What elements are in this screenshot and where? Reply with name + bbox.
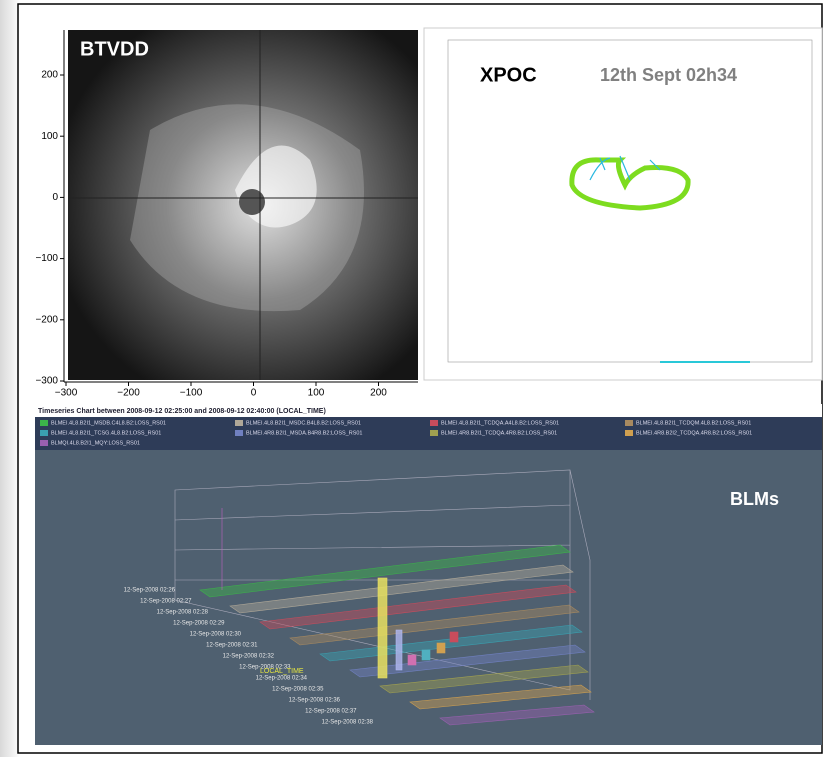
y-tick-label: −200 [35, 314, 58, 325]
beam-hole [239, 189, 265, 215]
y-tick-label: 0 [52, 192, 58, 203]
legend-swatch [235, 420, 243, 426]
time-label: 12-Sep-2008 02:36 [289, 698, 341, 704]
blm-label: BLMs [730, 489, 779, 509]
small-bar [437, 643, 445, 653]
small-bar [422, 650, 430, 660]
legend-entry: BLMEI.4L8.B2I1_TCSG.4L8.B2:LOSS_RS01 [51, 430, 161, 436]
x-tick-label: 100 [308, 388, 325, 399]
small-bar [450, 632, 458, 642]
time-label: 12-Sep-2008 02:35 [272, 687, 324, 693]
legend-entry: BLMEI.4L8.B2I1_MSDC.B4L8.B2:LOSS_RS01 [246, 420, 361, 426]
time-label: 12-Sep-2008 02:32 [223, 654, 275, 660]
legend-swatch [40, 430, 48, 436]
y-tick-label: 200 [41, 70, 58, 81]
legend-entry: BLMEI.4L8.B2I1_TCDQM.4L8.B2:LOSS_RS01 [636, 420, 751, 426]
time-label: 12-Sep-2008 02:30 [190, 632, 242, 638]
blm-title: Timeseries Chart between 2008-09-12 02:2… [38, 408, 326, 415]
spike [396, 630, 402, 670]
side-gradient [0, 0, 20, 757]
time-axis-label: LOCAL_TIME [260, 668, 304, 675]
xpoc-timestamp: 12th Sept 02h34 [600, 65, 737, 85]
small-bar [408, 655, 416, 665]
slide: BTVDD 200 100 0 −100 −200 −300−300 −200 −100 0 10… [0, 0, 834, 757]
x-tick-label: −200 [117, 388, 140, 399]
time-label: 12-Sep-2008 02:26 [124, 588, 176, 594]
blm-panel [35, 404, 822, 745]
time-label: 12-Sep-2008 02:34 [256, 676, 308, 682]
spike [378, 578, 387, 678]
btvdd-label: BTVDD [80, 38, 149, 60]
legend-swatch [625, 420, 633, 426]
legend-entry: BLMEI.4L8.B2I1_TCDQA.A4L8.B2:LOSS_RS01 [441, 420, 559, 426]
legend-swatch [625, 430, 633, 436]
time-label: 12-Sep-2008 02:29 [173, 621, 225, 627]
legend-swatch [430, 430, 438, 436]
legend-entry: BLMQI.4L8.B2I1_MQY:LOSS_RS01 [51, 440, 140, 446]
y-tick-label: −100 [35, 253, 58, 264]
legend-entry: BLMEI.4L8.B2I1_MSDB.C4L8.B2:LOSS_RS01 [51, 420, 166, 426]
x-tick-label: −100 [180, 388, 203, 399]
legend-swatch [40, 440, 48, 446]
y-tick-label: 100 [41, 131, 58, 142]
legend-entry: BLMEI.4R8.B2I1_MSDA.B4R8.B2:LOSS_RS01 [246, 430, 362, 436]
x-tick-label: 200 [370, 388, 387, 399]
time-label: 12-Sep-2008 02:31 [206, 643, 258, 649]
time-label: 12-Sep-2008 02:38 [322, 720, 374, 726]
xpoc-label: XPOC [480, 64, 537, 86]
time-label: 12-Sep-2008 02:27 [140, 599, 192, 605]
legend-swatch [40, 420, 48, 426]
legend-entry: BLMEI.4R8.B2I2_TCDQA.4R8.B2:LOSS_RS01 [636, 430, 752, 436]
y-tick-label: −300 [35, 376, 58, 387]
time-label: 12-Sep-2008 02:28 [157, 610, 209, 616]
x-tick-label: −300 [55, 388, 78, 399]
legend-entry: BLMEI.4R8.B2I1_TCDQA.4R8.B2:LOSS_RS01 [441, 430, 557, 436]
time-label: 12-Sep-2008 02:37 [305, 709, 357, 715]
legend-swatch [430, 420, 438, 426]
legend-swatch [235, 430, 243, 436]
x-tick-label: 0 [251, 388, 257, 399]
